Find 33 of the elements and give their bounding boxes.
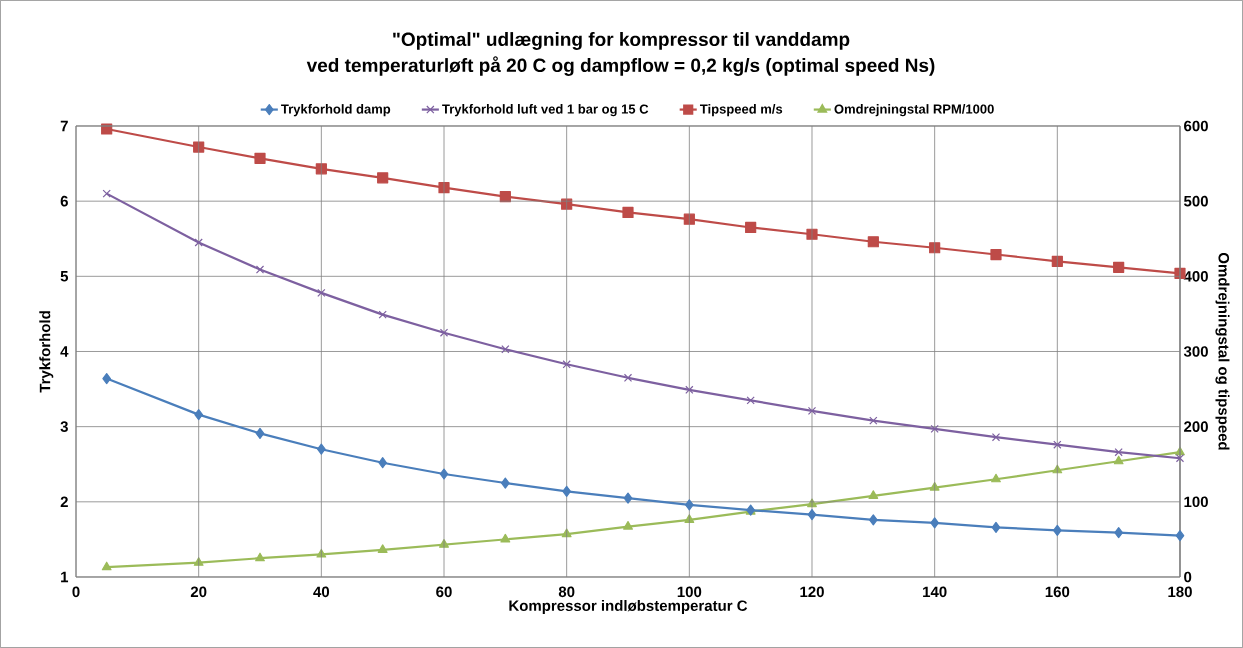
x-tick-label: 120 [800,586,824,598]
x-tick-label: 40 [313,586,330,598]
x-tick-label: 20 [190,586,207,598]
x-tick-label: 0 [72,586,80,598]
chart-subtitle: ved temperaturløft på 20 C og dampflow = 0,2 kg/s (optimal speed Ns) [306,56,935,76]
y2-axis-title: Omdrejningstal og tipspeed [1215,252,1230,450]
y-tick-label: 2 [60,496,68,508]
x-tick-label: 140 [923,586,947,598]
y-tick-label: 4 [60,346,69,357]
y-tick-label: 7 [60,120,68,132]
y2-tick-label: 400 [1183,271,1208,282]
y2-tick-label: 200 [1184,421,1208,432]
x-tick-label: 180 [1168,586,1192,598]
y-tick-label: 1 [61,571,69,583]
y-axis-title: Trykforhold [39,311,54,393]
x-tick-label: 160 [1045,586,1070,598]
x-tick-label: 100 [677,586,702,598]
x-tick-label: 60 [436,586,452,598]
y-tick-label: 5 [60,271,69,282]
chart-title: "Optimal" udlægning for kompressor til vanddamp [393,32,850,50]
y-tick-label: 6 [60,195,68,207]
legend-label: Tipspeed m/s [699,104,783,117]
y2-tick-label: 0 [1184,571,1192,583]
legend-label: Trykforhold luft ved 1 bar og 15 C [442,104,649,117]
y2-tick-label: 100 [1184,496,1208,508]
legend-label: Trykforhold damp [281,104,391,117]
x-tick-label: 80 [558,586,575,598]
x-axis-title: Kompressor indløbstemperatur C [509,600,748,614]
y2-tick-label: 500 [1183,195,1208,207]
y-tick-label: 3 [60,421,68,432]
y2-tick-label: 600 [1184,120,1208,132]
legend-label: Omdrejningstal RPM/1000 [834,104,994,117]
y2-tick-label: 300 [1183,346,1208,357]
